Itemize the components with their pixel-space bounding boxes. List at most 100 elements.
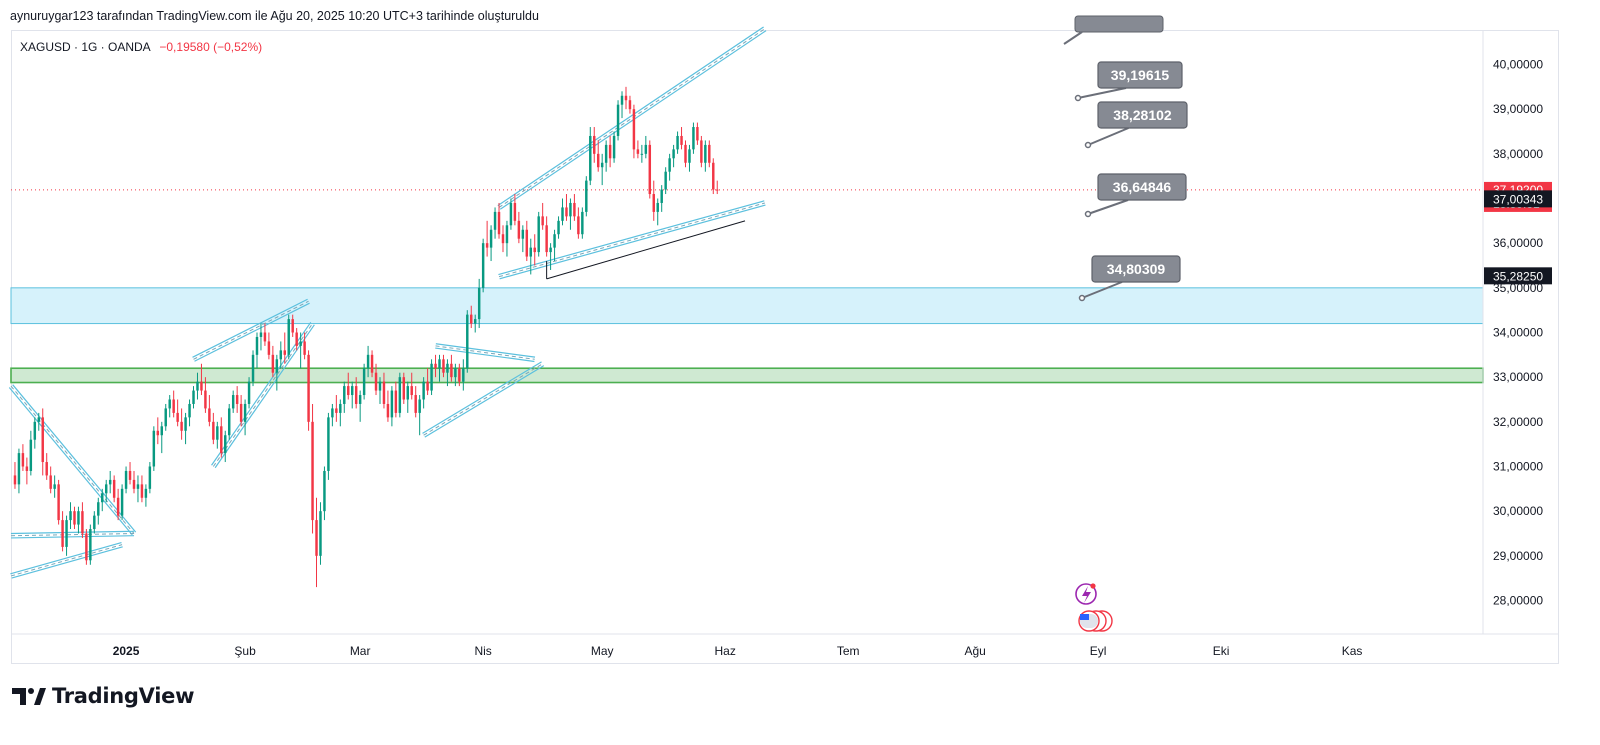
- candle-body: [354, 386, 358, 404]
- candle-body: [176, 412, 179, 422]
- candle-body: [303, 341, 306, 355]
- candle-body: [501, 234, 505, 244]
- candle: [549, 243, 552, 270]
- candle: [251, 350, 255, 387]
- candle: [501, 225, 505, 253]
- candle: [398, 372, 402, 418]
- price-callout-label: 34,80309: [1107, 261, 1166, 277]
- candle-body: [224, 435, 227, 454]
- channel-wedge-lower: [211, 321, 315, 469]
- channel-rising-upper-edge-b: [497, 26, 764, 207]
- candle-body: [21, 453, 25, 467]
- candle-body: [382, 381, 386, 404]
- candle: [231, 390, 235, 413]
- candle: [53, 475, 56, 498]
- channel-wedge-lower-edge-a: [214, 324, 315, 469]
- price-callout-box: [1097, 173, 1187, 201]
- candle: [589, 127, 592, 186]
- y-tick-label: 36,00000: [1493, 236, 1543, 250]
- candle: [77, 506, 80, 534]
- candle: [200, 363, 203, 396]
- x-tick-label: Nis: [474, 644, 491, 658]
- candle-body: [204, 390, 207, 409]
- candle-body: [553, 234, 556, 248]
- candle: [402, 372, 406, 404]
- price-chart[interactable]: 39,19615 38,28102 36,64846 34,80309 28,0000…: [0, 0, 1600, 670]
- candle-body: [251, 354, 255, 382]
- candle: [473, 314, 477, 333]
- candle-body: [525, 229, 529, 257]
- candle-body: [648, 144, 652, 195]
- candle: [45, 453, 48, 480]
- candle-body: [259, 332, 263, 337]
- candle-body: [624, 95, 628, 101]
- candle: [509, 198, 513, 230]
- candle-body: [180, 421, 183, 431]
- candle: [307, 350, 310, 431]
- candle: [672, 144, 675, 168]
- candle-body: [132, 479, 136, 489]
- candle-body: [152, 430, 156, 467]
- candle-body: [426, 381, 429, 391]
- candle: [347, 372, 350, 400]
- event-dot-icon: [1090, 583, 1096, 589]
- candle: [394, 381, 398, 418]
- candle-body: [29, 439, 33, 471]
- channel-wedge-lower-edge-b: [211, 321, 312, 466]
- candle-body: [462, 368, 465, 382]
- tradingview-logo[interactable]: TradingView: [12, 684, 194, 708]
- candle-body: [537, 216, 540, 253]
- candle: [291, 314, 294, 337]
- candle-body: [485, 243, 489, 248]
- candle-body: [315, 520, 318, 556]
- candle-body: [120, 488, 124, 516]
- candle: [144, 484, 148, 507]
- candle: [390, 386, 394, 427]
- candle-body: [577, 216, 580, 235]
- candle-body: [25, 466, 29, 471]
- candle: [13, 462, 17, 489]
- candle: [160, 421, 164, 454]
- candle: [343, 381, 346, 413]
- candle-body: [77, 511, 80, 525]
- candle: [33, 417, 37, 449]
- candle: [180, 408, 183, 440]
- candle: [184, 412, 187, 445]
- candle-body: [565, 207, 568, 217]
- candle-body: [57, 484, 60, 521]
- candle: [29, 430, 33, 476]
- candle-body: [93, 515, 96, 530]
- candle: [616, 100, 620, 141]
- candle-body: [350, 386, 354, 396]
- candle-body: [335, 408, 338, 413]
- candle-body: [311, 421, 314, 521]
- candle: [204, 377, 207, 413]
- candle: [517, 211, 521, 244]
- candle-body: [513, 202, 517, 221]
- candle: [335, 395, 338, 422]
- symbol-info: XAGUSD · 1G · OANDA: [20, 40, 151, 54]
- candle-body: [160, 426, 164, 436]
- candle-body: [470, 314, 473, 324]
- y-tick-label: 39,00000: [1493, 102, 1543, 116]
- candle: [636, 140, 640, 159]
- candle: [295, 328, 298, 351]
- candle-body: [41, 417, 44, 463]
- candle-body: [172, 399, 175, 413]
- candle-body: [533, 247, 536, 253]
- candle-body: [140, 484, 144, 498]
- candle: [255, 332, 259, 369]
- candle: [370, 350, 374, 378]
- candle-body: [692, 127, 695, 150]
- candle: [128, 462, 132, 485]
- x-tick-label: Eki: [1213, 644, 1230, 658]
- candle-body: [430, 363, 433, 391]
- candle: [136, 475, 140, 503]
- candle-body: [398, 377, 402, 413]
- candle: [708, 140, 711, 168]
- candle-body: [358, 395, 362, 404]
- candle: [156, 417, 160, 445]
- candle-body: [53, 484, 56, 489]
- candle-body: [561, 207, 564, 221]
- candle-body: [680, 135, 683, 145]
